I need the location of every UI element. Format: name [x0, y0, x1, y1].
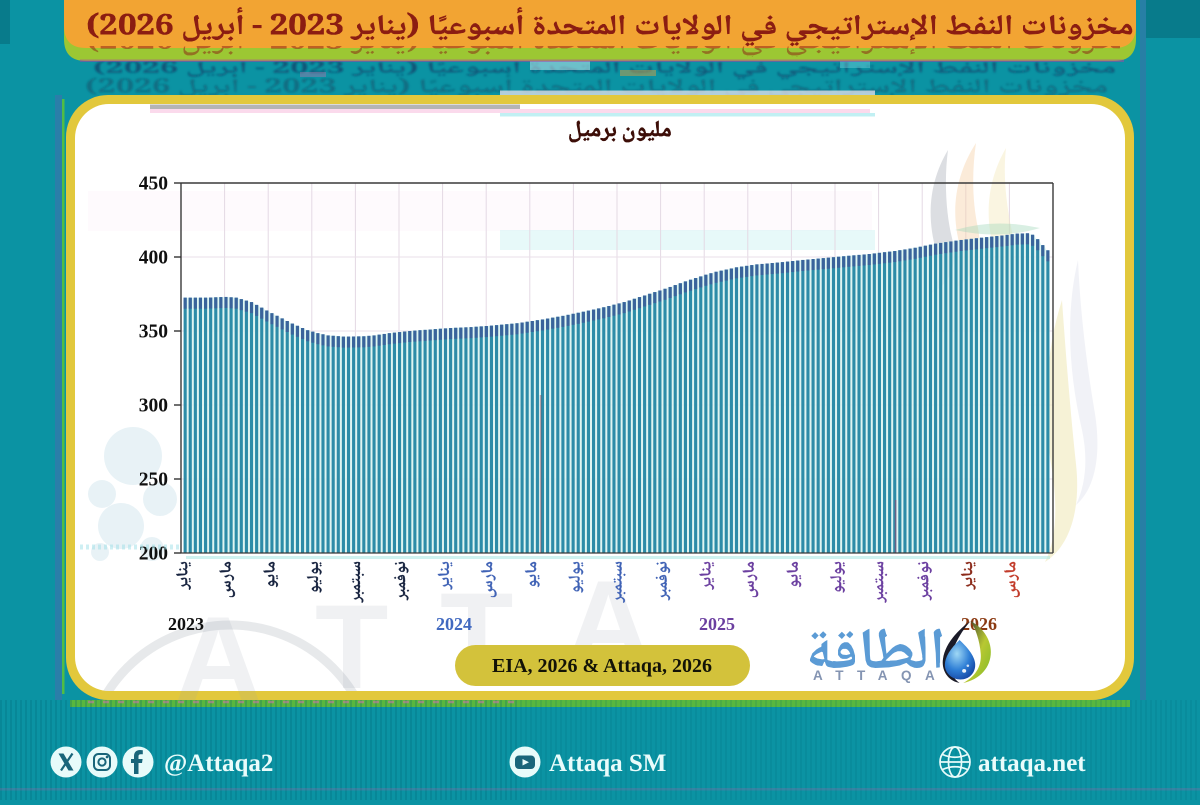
svg-text:300: 300: [139, 396, 168, 417]
svg-text:250: 250: [139, 470, 168, 491]
svg-text:450: 450: [139, 174, 168, 195]
svg-text:Attaqa SM: Attaqa SM: [549, 750, 666, 777]
svg-text:T: T: [315, 580, 388, 714]
svg-text:400: 400: [139, 248, 168, 269]
svg-text:EIA, 2026 & Attaqa, 2026: EIA, 2026 & Attaqa, 2026: [492, 655, 712, 677]
svg-text:ATTAQA: ATTAQA: [813, 668, 948, 683]
svg-text:2023: 2023: [168, 614, 204, 634]
svg-text:350: 350: [139, 322, 168, 343]
svg-text:2025: 2025: [699, 614, 735, 634]
svg-text:attaqa.net: attaqa.net: [978, 750, 1086, 777]
svg-text:@Attaqa2: @Attaqa2: [164, 750, 273, 777]
svg-text:2024: 2024: [436, 614, 472, 634]
svg-text:2026: 2026: [961, 614, 997, 634]
